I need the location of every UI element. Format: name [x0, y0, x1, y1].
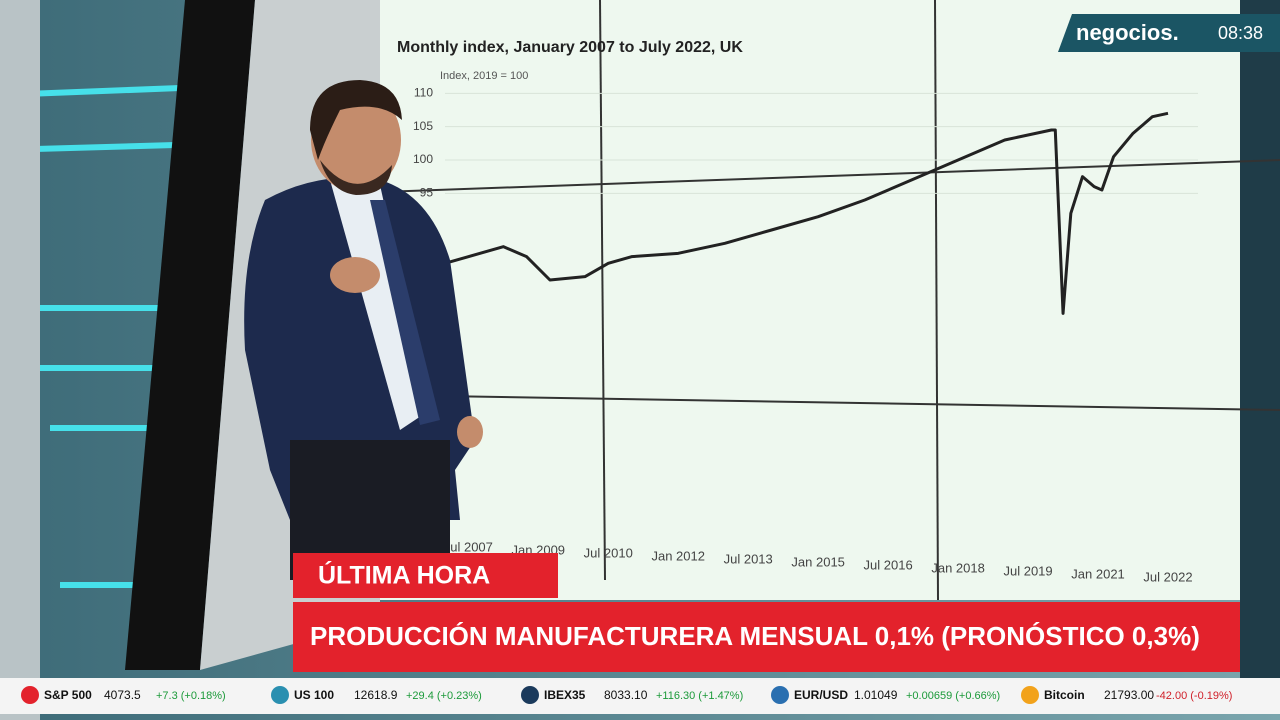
logo: negocios. 08:38	[1058, 14, 1280, 52]
ticker-change: +29.4 (+0.23%)	[406, 690, 482, 702]
x-tick-label: Jul 2007	[444, 539, 493, 554]
ticker-value: 12618.9	[354, 688, 398, 702]
studio-pillar	[125, 0, 255, 670]
x-tick-label: Jul 2013	[724, 551, 773, 566]
data-line	[444, 111, 1169, 315]
logo-time: 08:38	[1218, 23, 1263, 43]
ticker-name: S&P 500	[44, 688, 92, 702]
ticker-change: +116.30 (+1.47%)	[656, 690, 743, 702]
x-tick-label: Jul 2010	[584, 545, 633, 560]
x-tick-label: Jul 2019	[1003, 563, 1052, 578]
banner-headline-box	[293, 602, 1240, 672]
banner-label: ÚLTIMA HORA	[318, 560, 490, 590]
ticker-icon	[521, 686, 539, 704]
y-tick-label: 100	[413, 152, 433, 166]
studio-edge	[1240, 0, 1280, 680]
ticker-name: US 100	[294, 688, 334, 702]
x-tick-label: Jan 2015	[791, 554, 845, 569]
y-tick-label: 110	[414, 86, 433, 100]
banner-label-box	[293, 553, 558, 598]
y-axis-label: Index, 2019 = 100	[440, 70, 528, 82]
ticker-name: IBEX35	[544, 688, 586, 702]
ticker-icon	[771, 686, 789, 704]
ticker-name: Bitcoin	[1044, 688, 1085, 702]
ticker-icon	[1021, 686, 1039, 704]
ticker-icon	[21, 686, 39, 704]
x-tick-label: Jan 2018	[931, 560, 985, 575]
ticker-name: EUR/USD	[794, 688, 848, 702]
x-tick-label: Jul 2016	[864, 557, 913, 572]
ticker-value: 21793.00	[1104, 688, 1154, 702]
logo-brand: negocios.	[1076, 20, 1179, 45]
banner-headline: PRODUCCIÓN MANUFACTURERA MENSUAL 0,1% (P…	[310, 621, 1200, 651]
screen-seams	[379, 0, 1280, 601]
studio-wall	[0, 0, 40, 720]
y-tick-label: 105	[413, 119, 433, 133]
presenter	[244, 80, 483, 580]
x-tick-label: Jan 2021	[1071, 566, 1125, 581]
ticker-change: -42.00 (-0.19%)	[1156, 690, 1232, 702]
ticker-bar	[0, 678, 1280, 714]
chart-title: Monthly index, January 2007 to July 2022…	[397, 39, 743, 56]
ticker-change: +7.3 (+0.18%)	[156, 690, 226, 702]
ticker: S&P 500 4073.5 +7.3 (+0.18%) US 100 12618.9 +…	[21, 686, 1232, 704]
ticker-change: +0.00659 (+0.66%)	[906, 690, 1000, 702]
y-tick-label: 95	[420, 186, 434, 200]
x-tick-label: Jul 2022	[1143, 569, 1192, 584]
ticker-value: 4073.5	[104, 688, 141, 702]
ticker-icon	[271, 686, 289, 704]
chart-screen	[380, 0, 1240, 600]
ticker-value: 8033.10	[604, 688, 648, 702]
x-tick-label: Jan 2012	[651, 548, 705, 563]
ticker-value: 1.01049	[854, 688, 898, 702]
